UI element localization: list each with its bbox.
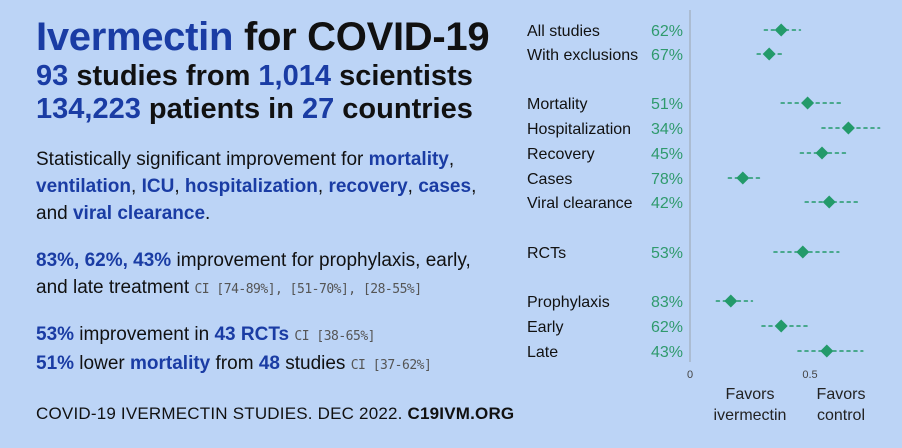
mortality-percent: 51% bbox=[36, 353, 75, 374]
sep: , bbox=[174, 176, 185, 197]
outcome-cases: cases bbox=[418, 176, 472, 197]
rct-ci: CI [38-65%] bbox=[294, 329, 375, 344]
effect-marker bbox=[801, 96, 815, 110]
row-label: Viral clearance bbox=[527, 195, 633, 212]
rct-percent: 53% bbox=[36, 324, 75, 345]
mortality-text: lower bbox=[74, 353, 130, 374]
period: . bbox=[205, 203, 211, 224]
row-percent: 62% bbox=[651, 23, 683, 40]
row-label: With exclusions bbox=[527, 47, 638, 64]
row-label: Mortality bbox=[527, 96, 587, 113]
effect-marker bbox=[774, 23, 788, 37]
row-percent: 62% bbox=[651, 319, 683, 336]
sep: , bbox=[407, 176, 419, 197]
patients-line: 134,223 patients in 27 countries bbox=[36, 93, 516, 126]
row-label: Late bbox=[527, 344, 558, 361]
studies-count: 93 bbox=[36, 60, 69, 92]
studies-line: 93 studies from 1,014 scientists bbox=[36, 60, 516, 93]
significance-intro: Statistically significant improvement fo… bbox=[36, 149, 369, 170]
effect-marker bbox=[762, 47, 776, 61]
effect-marker bbox=[815, 146, 829, 160]
row-percent: 45% bbox=[651, 146, 683, 163]
row-percent: 42% bbox=[651, 195, 683, 212]
treatment-text-2: and late treatment bbox=[36, 277, 190, 298]
footer: COVID-19 IVERMECTIN STUDIES. DEC 2022. C… bbox=[36, 404, 514, 424]
effect-marker bbox=[841, 121, 855, 135]
patients-count: 134,223 bbox=[36, 93, 141, 125]
effect-marker bbox=[796, 245, 810, 259]
sep: , bbox=[471, 176, 477, 197]
effect-marker bbox=[736, 171, 750, 185]
outcome-recovery: recovery bbox=[328, 176, 408, 197]
row-percent: 51% bbox=[651, 96, 683, 113]
conjunction: and bbox=[36, 203, 73, 224]
patients-text: patients in bbox=[148, 93, 294, 125]
rct-count: 43 RCTs bbox=[214, 324, 290, 345]
outcome-hospitalization: hospitalization bbox=[184, 176, 318, 197]
sep: , bbox=[317, 176, 329, 197]
scientists-text: scientists bbox=[339, 60, 473, 92]
effect-marker bbox=[822, 195, 836, 209]
countries-text: countries bbox=[342, 93, 473, 125]
treatment-paragraph: 83%, 62%, 43% improvement for prophylaxi… bbox=[36, 247, 516, 303]
scientists-count: 1,014 bbox=[258, 60, 331, 92]
rct-paragraph: 53% improvement in 43 RCTs CI [38-65%] 51… bbox=[36, 321, 516, 379]
forest-plot: 00.511.5+FavorsivermectinFavorscontrolAl… bbox=[527, 10, 881, 424]
outcome-ventilation: ventilation bbox=[36, 176, 132, 197]
favors-control-label: Favors bbox=[817, 386, 866, 403]
mortality-word: mortality bbox=[130, 353, 211, 374]
row-label: Early bbox=[527, 319, 563, 336]
treatment-percentages: 83%, 62%, 43% bbox=[36, 250, 172, 271]
favors-ivermectin-label: Favors bbox=[726, 386, 775, 403]
row-percent: 67% bbox=[651, 47, 683, 64]
row-label: Recovery bbox=[527, 146, 595, 163]
x-tick-label: 0.5 bbox=[802, 369, 817, 381]
main-title: Ivermectin for COVID-19 bbox=[36, 14, 516, 60]
row-label: Prophylaxis bbox=[527, 294, 610, 311]
mortality-ci: CI [37-62%] bbox=[350, 358, 432, 373]
outcome-mortality: mortality bbox=[368, 149, 449, 170]
effect-marker bbox=[774, 319, 788, 333]
x-tick-label: 0 bbox=[687, 369, 693, 381]
row-label: Hospitalization bbox=[527, 121, 631, 138]
row-label: All studies bbox=[527, 23, 600, 40]
row-label: Cases bbox=[527, 171, 572, 188]
footer-site: C19IVM.ORG bbox=[407, 404, 515, 423]
mortality-text-2: from bbox=[210, 353, 259, 374]
mortality-text-3: studies bbox=[279, 353, 346, 374]
outcome-viral-clearance: viral clearance bbox=[72, 203, 206, 224]
treatment-text: improvement for prophylaxis, early, bbox=[171, 250, 471, 271]
row-percent: 83% bbox=[651, 294, 683, 311]
mortality-study-count: 48 bbox=[258, 353, 280, 374]
title-drug: Ivermectin bbox=[36, 15, 234, 59]
row-percent: 78% bbox=[651, 171, 683, 188]
favors-control-label: control bbox=[817, 407, 865, 424]
title-disease: for COVID-19 bbox=[243, 15, 490, 59]
footer-text: COVID-19 IVERMECTIN STUDIES. DEC 2022. bbox=[36, 404, 408, 423]
treatment-ci: CI [74-89%], [51-70%], [28-55%] bbox=[194, 282, 422, 297]
significance-paragraph: Statistically significant improvement fo… bbox=[36, 146, 516, 227]
row-percent: 43% bbox=[651, 344, 683, 361]
sep: , bbox=[448, 149, 455, 170]
studies-text: studies from bbox=[76, 60, 251, 92]
rct-text: improvement in bbox=[74, 324, 215, 345]
effect-marker bbox=[724, 294, 738, 308]
countries-count: 27 bbox=[301, 93, 335, 125]
outcome-icu: ICU bbox=[141, 176, 175, 197]
summary-panel: Ivermectin for COVID-19 93 studies from … bbox=[36, 14, 516, 379]
row-percent: 53% bbox=[651, 245, 683, 262]
effect-marker bbox=[820, 344, 834, 358]
sep: , bbox=[131, 176, 142, 197]
row-label: RCTs bbox=[527, 245, 566, 262]
row-percent: 34% bbox=[651, 121, 683, 138]
favors-ivermectin-label: ivermectin bbox=[714, 407, 787, 424]
